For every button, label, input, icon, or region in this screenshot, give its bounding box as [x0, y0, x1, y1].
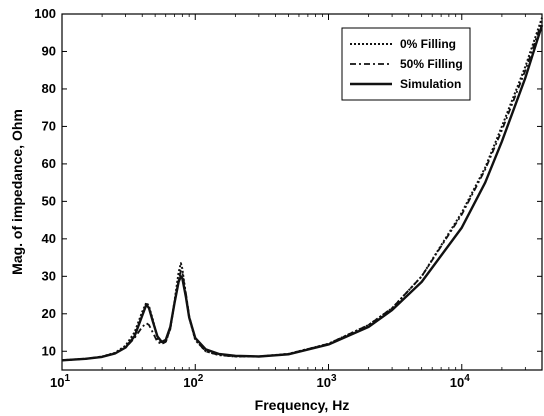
legend-label-1: 0% Filling [400, 37, 456, 51]
y-tick-label: 100 [34, 6, 56, 21]
legend-label-3: Simulation [400, 77, 461, 91]
series-lines [61, 17, 544, 362]
x-tick-label: 102 [183, 373, 203, 390]
y-tick-label: 90 [42, 43, 56, 58]
y-tick-label: 50 [42, 193, 56, 208]
x-tick-label: 101 [50, 373, 70, 390]
legend: 0% Filling 50% Filling Simulation [341, 27, 471, 101]
axes: 10 20 30 40 50 60 70 80 90 100 101 102 103 104 [34, 6, 543, 390]
x-axis-title: Frequency, Hz [255, 397, 350, 413]
y-tick-label: 80 [42, 81, 56, 96]
y-tick-label: 70 [42, 118, 56, 133]
series-line-1 [61, 17, 543, 362]
y-axis-title: Mag. of impedance, Ohm [9, 109, 25, 275]
y-tick-label: 20 [42, 306, 56, 321]
y-tick-label: 40 [42, 231, 56, 246]
y-tick-label: 60 [42, 156, 56, 171]
x-tick-label: 104 [450, 373, 470, 390]
legend-label-2: 50% Filling [400, 57, 463, 71]
legend-box [341, 27, 471, 101]
x-tick-label: 103 [316, 373, 336, 390]
y-tick-label: 10 [42, 343, 56, 358]
series-line-2 [61, 21, 543, 362]
y-tick-label: 30 [42, 268, 56, 283]
series-line-3 [61, 24, 544, 362]
